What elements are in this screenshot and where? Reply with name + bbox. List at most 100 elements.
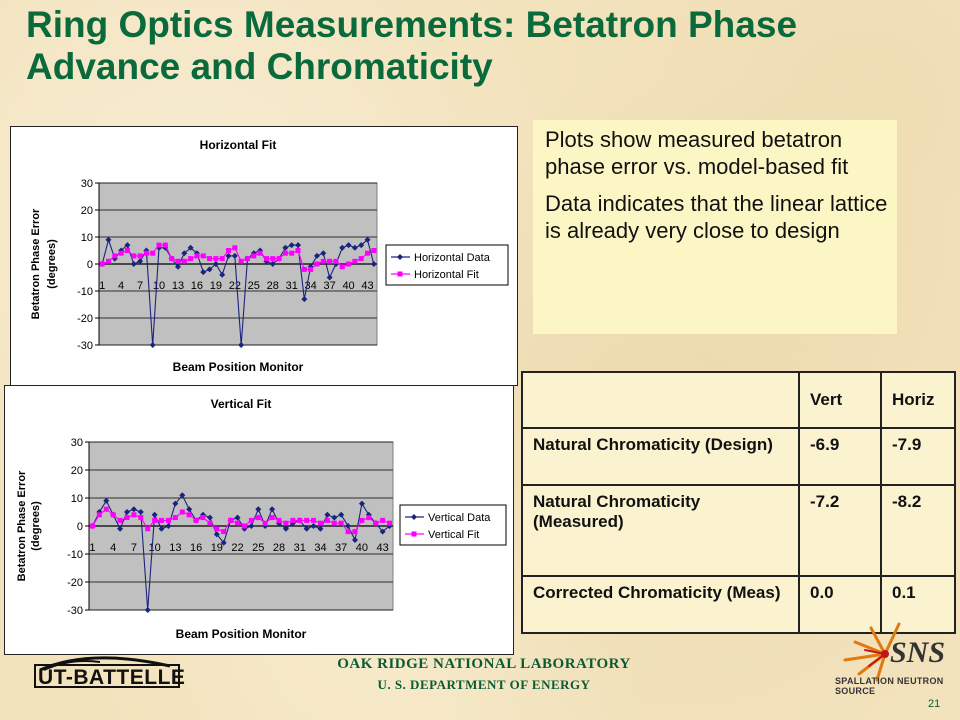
data-point xyxy=(156,242,162,248)
y-tick-label: 20 xyxy=(81,205,93,217)
ut-battelle-frame xyxy=(34,664,180,688)
data-point xyxy=(228,517,234,523)
data-point xyxy=(200,515,206,521)
sns-logo-icon xyxy=(843,622,901,682)
data-point xyxy=(255,506,262,513)
ut-battelle-logo-text: UT-BATTELLE xyxy=(38,666,186,689)
table-cell: Natural Chromaticity (Design) xyxy=(521,426,800,487)
data-point xyxy=(308,266,314,272)
data-point xyxy=(283,520,289,526)
data-point xyxy=(241,525,248,532)
data-point xyxy=(297,517,303,523)
y-tick-label: 10 xyxy=(81,232,93,244)
data-point xyxy=(248,517,254,523)
legend-marker xyxy=(397,254,403,260)
data-point xyxy=(181,258,187,264)
x-tick-label: 10 xyxy=(149,542,161,554)
x-tick-label: 40 xyxy=(356,542,368,554)
data-point xyxy=(276,256,282,262)
data-point xyxy=(288,242,295,249)
data-point xyxy=(295,248,301,253)
data-point xyxy=(118,250,124,256)
table-header-row: Vert Horiz xyxy=(521,371,956,429)
data-point xyxy=(103,506,109,512)
data-point xyxy=(352,529,358,535)
data-point xyxy=(172,500,179,507)
data-point xyxy=(130,506,137,513)
table-row: Corrected Chromaticity (Meas) 0.0 0.1 xyxy=(521,574,956,635)
data-point xyxy=(105,258,111,264)
y-tick-label: 20 xyxy=(71,465,83,477)
y-axis-label: Betatron Phase Error xyxy=(30,208,42,319)
data-point xyxy=(380,517,386,523)
note-item: Plots show measured betatron phase error… xyxy=(545,127,849,179)
x-tick-label: 10 xyxy=(153,280,165,292)
y-tick-label: -10 xyxy=(67,549,83,561)
x-tick-label: 34 xyxy=(314,542,326,554)
x-tick-label: 13 xyxy=(172,280,184,292)
table-cell: -8.2 xyxy=(880,484,956,577)
data-point xyxy=(311,517,317,523)
data-point xyxy=(200,269,207,276)
data-point xyxy=(373,520,379,526)
data-point xyxy=(238,258,244,264)
x-tick-label: 31 xyxy=(294,542,306,554)
data-point xyxy=(200,253,206,259)
data-point xyxy=(99,261,105,267)
data-point xyxy=(144,607,151,613)
data-point xyxy=(282,250,288,256)
data-point xyxy=(169,256,175,262)
x-tick-label: 28 xyxy=(273,542,285,554)
table-cell: -6.9 xyxy=(798,426,882,487)
data-point xyxy=(333,258,339,264)
data-point xyxy=(320,250,327,257)
data-point xyxy=(345,523,352,529)
data-point xyxy=(269,506,276,513)
data-point xyxy=(206,266,213,273)
data-point xyxy=(172,515,178,521)
data-point xyxy=(219,271,226,278)
data-point xyxy=(207,520,213,526)
data-point xyxy=(175,258,181,264)
data-point xyxy=(263,258,270,265)
data-point xyxy=(137,258,144,265)
y-axis-label: (degrees) xyxy=(30,501,42,551)
data-point xyxy=(179,509,185,515)
data-point xyxy=(370,261,377,267)
data-point xyxy=(117,517,123,523)
data-point xyxy=(251,253,257,259)
data-point xyxy=(359,517,365,523)
data-point xyxy=(159,517,165,523)
data-point xyxy=(181,250,188,257)
chart-title: Vertical Fit xyxy=(211,397,272,411)
data-point xyxy=(320,258,326,264)
data-point xyxy=(387,520,393,526)
data-point xyxy=(145,526,151,532)
x-tick-label: 40 xyxy=(342,280,354,292)
data-point xyxy=(96,512,102,518)
data-point xyxy=(151,511,158,518)
data-point xyxy=(137,509,144,515)
data-point xyxy=(219,256,225,262)
data-point xyxy=(89,523,95,529)
data-point xyxy=(310,523,317,529)
data-point xyxy=(152,517,158,523)
data-point xyxy=(131,512,137,518)
chart-title: Horizontal Fit xyxy=(200,138,277,152)
data-point xyxy=(317,520,323,526)
table-cell: -7.2 xyxy=(798,484,882,577)
data-point xyxy=(255,515,261,521)
data-point xyxy=(244,256,250,262)
data-point xyxy=(276,517,282,523)
org-line-2: U. S. DEPARTMENT OF ENERGY xyxy=(377,677,591,692)
data-point xyxy=(165,517,171,523)
data-point xyxy=(364,236,371,243)
data-point xyxy=(346,261,352,267)
data-point xyxy=(213,531,220,538)
legend-box xyxy=(399,504,507,546)
data-point xyxy=(257,250,263,256)
data-point xyxy=(193,517,199,523)
table-row: Natural Chromaticity (Design) -6.9 -7.9 xyxy=(521,426,956,487)
sns-subtitle: SPALLATION NEUTRON SOURCE xyxy=(835,676,944,696)
x-tick-label: 1 xyxy=(99,280,105,292)
